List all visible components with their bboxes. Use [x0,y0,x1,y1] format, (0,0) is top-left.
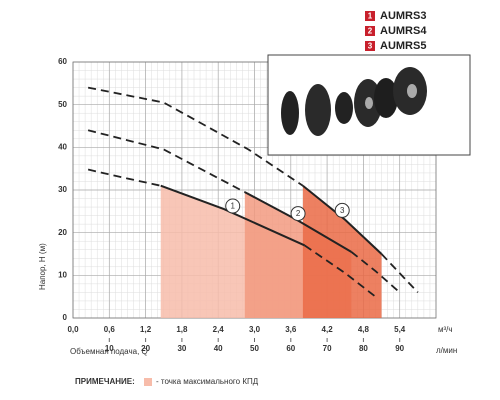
curve-marker [290,206,306,222]
note-text: - точка максимального КПД [156,377,259,386]
x2-tick-label: 70 [323,344,332,353]
legend-badge [365,11,375,21]
performance-curve [304,244,377,298]
impeller-hub [407,84,417,98]
x2-tick-label: 20 [141,344,150,353]
legend-badge [365,41,375,51]
x2-tick-label: 50 [250,344,259,353]
plot: 0 10 20 30 40 50 60 0,0 0,6 1,2 1,8 2,4 3,0 3,6 4,2 4,8… [58,10,437,353]
performance-curve [87,129,246,193]
performance-curve [380,253,419,294]
x2-tick-label: 90 [395,344,404,353]
y-tick-label: 30 [58,185,67,194]
x2-unit: л/мин [436,346,457,355]
y-tick-label: 10 [58,270,67,279]
efficiency-region [302,185,382,318]
performance-curve [87,168,161,187]
x-tick-label: 3,6 [285,325,297,334]
x-tick-label: 5,4 [394,325,406,334]
x-tick-label: 0,6 [104,325,116,334]
legend-label: AUMRS3 [380,10,426,22]
y-axis-label: Напор, H (м) [38,243,47,290]
y-tick-label: 40 [58,142,67,151]
performance-curve [302,184,383,255]
y-tick-label: 0 [63,313,68,322]
legend-badge [365,26,375,36]
curve-marker-label: 3 [340,206,345,215]
curve-marker [334,202,350,218]
x2-tick-label: 80 [359,344,368,353]
x-axis-label: Объемная подача, Q [70,347,148,356]
x-tick-label: 1,8 [176,325,188,334]
x-tick-label: 3,0 [249,325,261,334]
x-tick-label: 2,4 [213,325,225,334]
x-tick-label: 1,2 [140,325,152,334]
legend-badge-label: 2 [368,27,373,36]
legend-label: AUMRS4 [380,25,427,37]
x2-tick-label: 30 [177,344,186,353]
curve-marker-label: 1 [230,202,235,211]
legend-label: AUMRS5 [380,40,426,52]
x2-tick-label: 10 [105,344,114,353]
curve-marker-label: 2 [296,209,301,218]
curve-marker [225,198,241,214]
efficiency-regions [160,185,382,318]
legend-badge-label: 1 [368,12,373,21]
legend-badge-label: 3 [368,42,373,51]
note-label: ПРИМЕЧАНИЕ: [75,377,135,386]
pump-photo [267,54,471,156]
note-swatch [144,378,152,386]
performance-curve [350,251,401,294]
curves: 1 2 3 [87,86,419,298]
impeller [281,91,299,135]
impeller [374,78,398,118]
impeller [305,84,331,136]
performance-curve [160,184,306,247]
x-tick-label: 4,8 [358,325,370,334]
y-tick-label: 20 [58,228,67,237]
x2-tick-label: 40 [214,344,223,353]
y-tick-label: 50 [58,100,67,109]
x-tick-label: 0,0 [67,325,79,334]
y-tick-label: 60 [58,57,67,66]
x-unit: м³/ч [438,325,453,334]
x-tick-label: 4,2 [322,325,334,334]
impeller [335,92,353,124]
impeller-hub [365,97,373,109]
x2-tick-label: 60 [286,344,295,353]
